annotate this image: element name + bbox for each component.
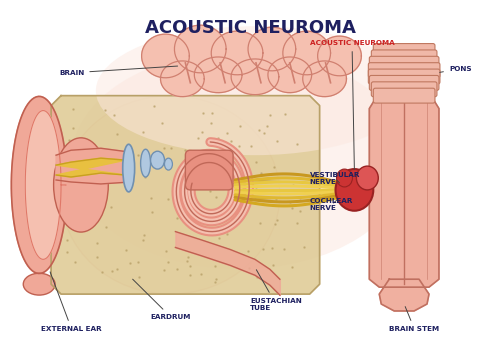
Polygon shape [380,279,429,311]
Polygon shape [194,57,242,93]
Polygon shape [12,96,69,273]
FancyBboxPatch shape [372,50,437,65]
Ellipse shape [140,149,150,177]
Text: COCHLEAR
NERVE: COCHLEAR NERVE [310,198,353,211]
Text: VESTIBULAR
NERVE: VESTIBULAR NERVE [310,171,360,185]
Text: PONS: PONS [440,66,472,72]
FancyBboxPatch shape [374,88,435,103]
Polygon shape [268,57,312,93]
Ellipse shape [122,144,134,192]
Ellipse shape [356,166,378,190]
Polygon shape [26,111,66,259]
FancyBboxPatch shape [374,44,435,59]
FancyBboxPatch shape [370,75,439,90]
Polygon shape [248,27,296,71]
Ellipse shape [150,151,164,169]
Ellipse shape [61,96,280,294]
FancyBboxPatch shape [368,63,440,77]
Ellipse shape [164,158,172,170]
Polygon shape [51,96,320,294]
FancyBboxPatch shape [370,56,439,71]
Polygon shape [160,61,204,97]
Ellipse shape [24,273,55,295]
Text: BRAIN: BRAIN [59,66,178,76]
Polygon shape [142,34,190,78]
Ellipse shape [96,26,414,155]
Text: BRAIN STEM: BRAIN STEM [389,307,440,332]
Polygon shape [56,148,130,184]
FancyBboxPatch shape [368,69,440,84]
Text: EARDRUM: EARDRUM [132,279,191,320]
Polygon shape [174,25,226,73]
Ellipse shape [336,169,352,187]
FancyBboxPatch shape [372,82,437,97]
Text: ACOUSTIC NEUROMA: ACOUSTIC NEUROMA [310,40,394,169]
Ellipse shape [336,169,374,211]
Polygon shape [212,31,263,75]
Polygon shape [231,59,279,95]
Polygon shape [56,158,126,177]
Ellipse shape [54,138,108,232]
Text: ACOUSTIC NEUROMA: ACOUSTIC NEUROMA [144,19,356,37]
Ellipse shape [71,51,409,269]
FancyBboxPatch shape [186,150,233,190]
Polygon shape [283,31,331,75]
Polygon shape [303,61,346,97]
Text: EUSTACHIAN
TUBE: EUSTACHIAN TUBE [250,270,302,311]
Polygon shape [370,96,439,287]
Polygon shape [318,36,362,76]
Text: EXTERNAL EAR: EXTERNAL EAR [41,272,102,332]
